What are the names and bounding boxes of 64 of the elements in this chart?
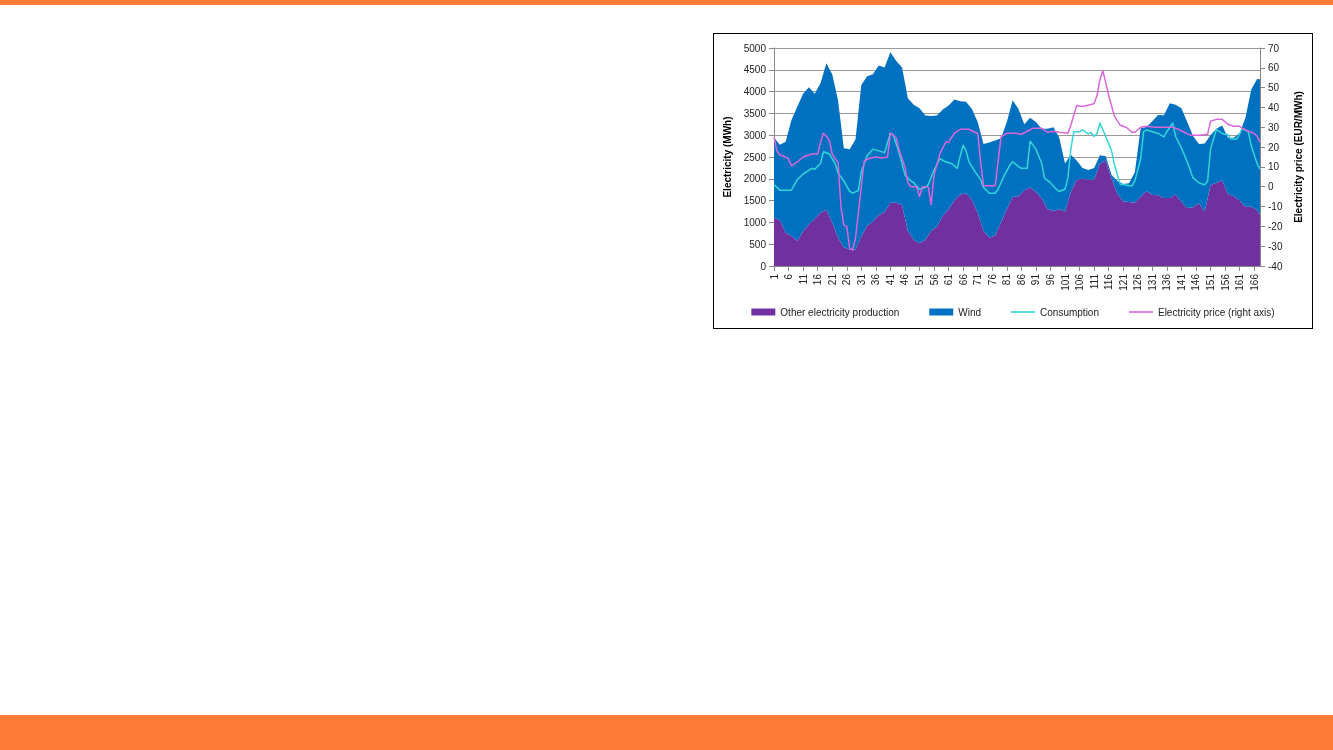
y-tick-label: 5000 bbox=[743, 42, 767, 54]
x-tick-label: 6 bbox=[783, 273, 795, 280]
y2-tick-label: -40 bbox=[1268, 260, 1283, 272]
y2-tick-label: -30 bbox=[1268, 240, 1283, 252]
y-tick-label: 3000 bbox=[743, 129, 767, 141]
x-tick-label: 91 bbox=[1030, 273, 1042, 286]
x-tick-label: 156 bbox=[1219, 273, 1231, 291]
x-tick-label: 96 bbox=[1044, 273, 1056, 286]
legend-label: Other electricity production bbox=[780, 306, 900, 318]
x-tick-label: 136 bbox=[1161, 273, 1173, 291]
y2-tick-label: 50 bbox=[1268, 82, 1280, 94]
x-tick-label: 121 bbox=[1117, 273, 1129, 291]
x-tick-label: 61 bbox=[943, 273, 955, 286]
x-tick-label: 16 bbox=[812, 273, 824, 286]
y2-tick-label: 60 bbox=[1268, 62, 1280, 74]
x-tick-label: 26 bbox=[841, 273, 853, 286]
x-tick-label: 21 bbox=[826, 273, 838, 286]
x-tick-label: 41 bbox=[884, 273, 896, 286]
legend-label: Wind bbox=[958, 306, 982, 318]
y-tick-label: 1500 bbox=[743, 195, 767, 207]
y-tick-label: 4000 bbox=[743, 86, 767, 98]
x-tick-label: 71 bbox=[972, 273, 984, 286]
x-tick-label: 141 bbox=[1175, 273, 1187, 291]
x-tick-label: 146 bbox=[1190, 273, 1202, 291]
x-tick-label: 76 bbox=[986, 273, 998, 286]
y2-tick-label: -10 bbox=[1268, 201, 1283, 213]
y-tick-label: 0 bbox=[760, 260, 767, 272]
x-tick-label: 101 bbox=[1059, 273, 1071, 291]
x-tick-label: 116 bbox=[1103, 273, 1115, 290]
x-tick-label: 66 bbox=[957, 273, 969, 286]
y2-tick-label: 70 bbox=[1268, 42, 1280, 54]
y2-axis-title: Electricity price (EUR/MWh) bbox=[1292, 91, 1304, 223]
x-tick-label: 131 bbox=[1146, 273, 1158, 291]
x-tick-label: 51 bbox=[914, 273, 926, 286]
y-axis-title: Electricity (MWh) bbox=[722, 116, 734, 198]
x-tick-label: 161 bbox=[1234, 273, 1246, 291]
y-tick-label: 1000 bbox=[743, 216, 767, 228]
y2-tick-label: 10 bbox=[1268, 161, 1280, 173]
y2-tick-label: 0 bbox=[1268, 181, 1274, 193]
y2-tick-label: 20 bbox=[1268, 141, 1280, 153]
x-tick-label: 126 bbox=[1132, 273, 1144, 291]
y-tick-label: 2000 bbox=[743, 173, 767, 185]
x-tick-label: 11 bbox=[797, 273, 809, 285]
x-tick-label: 166 bbox=[1248, 273, 1260, 291]
x-tick-label: 36 bbox=[870, 273, 882, 286]
x-tick-label: 86 bbox=[1015, 273, 1027, 286]
x-tick-label: 1 bbox=[768, 273, 780, 280]
line-series bbox=[773, 122, 1261, 194]
x-tick-label: 31 bbox=[855, 273, 867, 286]
y-tick-label: 3500 bbox=[743, 107, 767, 119]
x-tick-label: 151 bbox=[1205, 273, 1217, 291]
legend-label: Consumption bbox=[1040, 306, 1099, 318]
x-tick-label: 81 bbox=[1001, 273, 1013, 286]
y2-tick-label: 30 bbox=[1268, 121, 1280, 133]
y-tick-label: 2500 bbox=[743, 151, 767, 163]
x-tick-label: 106 bbox=[1074, 273, 1086, 291]
x-tick-label: 111 bbox=[1088, 273, 1100, 290]
y-tick-label: 500 bbox=[749, 238, 767, 250]
y-tick-label: 4500 bbox=[743, 64, 767, 76]
legend-label: Electricity price (right axis) bbox=[1157, 306, 1275, 318]
x-tick-label: 56 bbox=[928, 273, 940, 286]
y2-tick-label: -20 bbox=[1268, 220, 1283, 232]
x-tick-label: 46 bbox=[899, 273, 911, 286]
y2-tick-label: 40 bbox=[1268, 101, 1280, 113]
